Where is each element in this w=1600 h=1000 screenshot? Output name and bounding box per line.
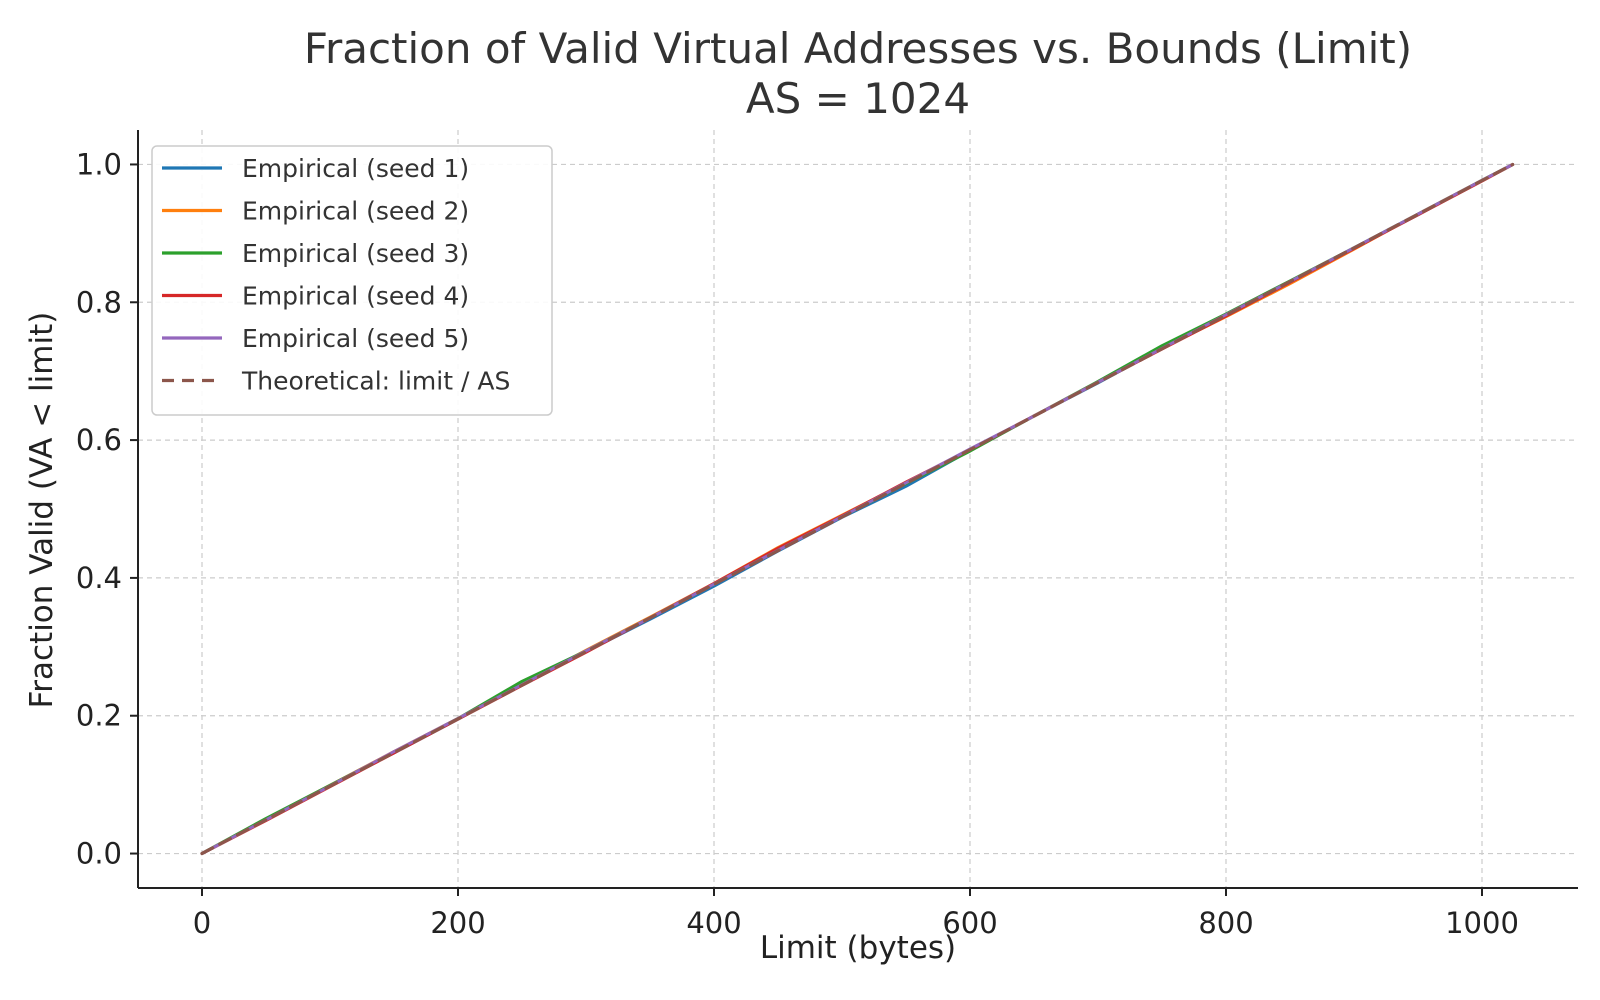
y-tick-label: 0.4: [76, 561, 122, 595]
x-tick-label: 600: [942, 906, 997, 940]
legend-label-6: Theoretical: limit / AS: [241, 367, 510, 396]
y-tick-label: 1.0: [76, 147, 122, 181]
y-axis-label: Fraction Valid (VA < limit): [24, 312, 60, 709]
legend-label-1: Empirical (seed 1): [242, 154, 469, 183]
y-tick-label: 0.0: [76, 837, 122, 871]
legend-label-2: Empirical (seed 2): [242, 197, 469, 226]
legend: Empirical (seed 1) Empirical (seed 2) Empi…: [151, 145, 553, 416]
series-line-6: [200, 162, 1515, 856]
y-tick-label: 0.6: [76, 423, 122, 457]
x-axis-label: Limit (bytes): [760, 930, 956, 966]
x-tick-label: 0: [193, 906, 211, 940]
axes: [137, 130, 1578, 889]
x-tick-label: 1000: [1445, 906, 1519, 940]
x-tick-label: 800: [1198, 906, 1253, 940]
x-tick-label: 400: [686, 906, 741, 940]
chart-title: Fraction of Valid Virtual Addresses vs. …: [304, 24, 1412, 73]
legend-label-4: Empirical (seed 4): [242, 282, 469, 311]
ticks: 0 200 400 600 800 1000 0.0 0.2 0.4 0.6 0.8 1.0: [76, 147, 1519, 940]
legend-label-3: Empirical (seed 3): [242, 239, 469, 268]
series-group: [200, 162, 1515, 856]
x-tick-label: 200: [430, 906, 485, 940]
y-tick-label: 0.8: [76, 285, 122, 319]
grid: [138, 130, 1578, 888]
legend-label-5: Empirical (seed 5): [242, 324, 469, 353]
y-tick-label: 0.2: [76, 699, 122, 733]
legend-box: [151, 145, 553, 416]
chart-subtitle: AS = 1024: [746, 74, 970, 123]
